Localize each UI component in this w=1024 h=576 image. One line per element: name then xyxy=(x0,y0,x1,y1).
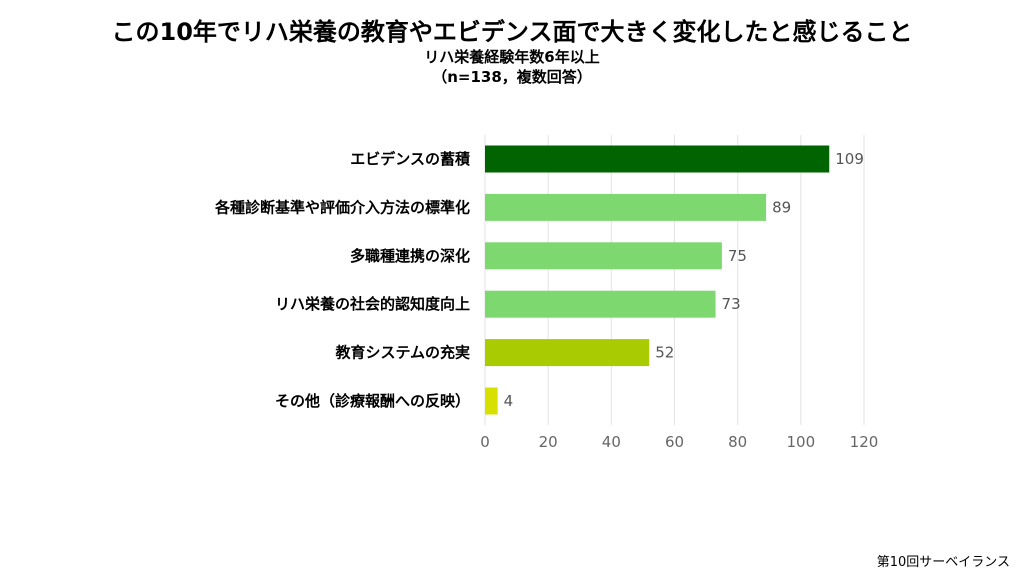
x-tick-label: 60 xyxy=(665,433,684,451)
x-tick-label: 80 xyxy=(728,433,747,451)
value-label: 109 xyxy=(835,150,864,168)
category-labels: エビデンスの蓄積各種診断基準や評価介入方法の標準化多職種連携の深化リハ栄養の社会… xyxy=(214,150,471,410)
subtitle-line-2: （n=138，複数回答） xyxy=(432,68,592,86)
x-tick-label: 120 xyxy=(850,433,879,451)
bar xyxy=(485,387,498,415)
x-tick-label: 20 xyxy=(539,433,558,451)
category-label: 多職種連携の深化 xyxy=(350,247,470,265)
bar xyxy=(485,145,830,173)
category-label: エビデンスの蓄積 xyxy=(350,150,471,168)
subtitle-line-1: リハ栄養経験年数6年以上 xyxy=(424,48,600,66)
value-label: 75 xyxy=(728,247,747,265)
value-label: 73 xyxy=(722,295,741,313)
chart-subtitle: リハ栄養経験年数6年以上 （n=138，複数回答） xyxy=(0,47,1024,87)
bar xyxy=(485,290,716,318)
grid-lines xyxy=(484,135,865,425)
chart-title: この10年でリハ栄養の教育やエビデンス面で大きく変化したと感じること xyxy=(111,18,913,46)
value-label: 52 xyxy=(655,344,674,362)
x-axis-ticks: 0 20 40 60 80 100 120 xyxy=(480,433,878,451)
bar xyxy=(485,193,767,221)
x-tick-label: 100 xyxy=(787,433,816,451)
category-label: 各種診断基準や評価介入方法の標準化 xyxy=(214,198,470,216)
value-labels: 109 89 75 73 52 4 xyxy=(504,150,864,410)
x-tick-label: 0 xyxy=(480,433,490,451)
bar xyxy=(485,242,722,270)
value-label: 89 xyxy=(772,198,791,216)
x-tick-label: 40 xyxy=(602,433,621,451)
category-label: 教育システムの充実 xyxy=(334,344,470,362)
bars xyxy=(485,145,830,415)
category-label: リハ栄養の社会的認知度向上 xyxy=(275,295,470,313)
category-label: その他（診療報酬への反映） xyxy=(275,392,470,410)
value-label: 4 xyxy=(504,392,514,410)
source-note: 第10回サーベイランス xyxy=(876,555,1010,570)
bar xyxy=(485,339,650,367)
